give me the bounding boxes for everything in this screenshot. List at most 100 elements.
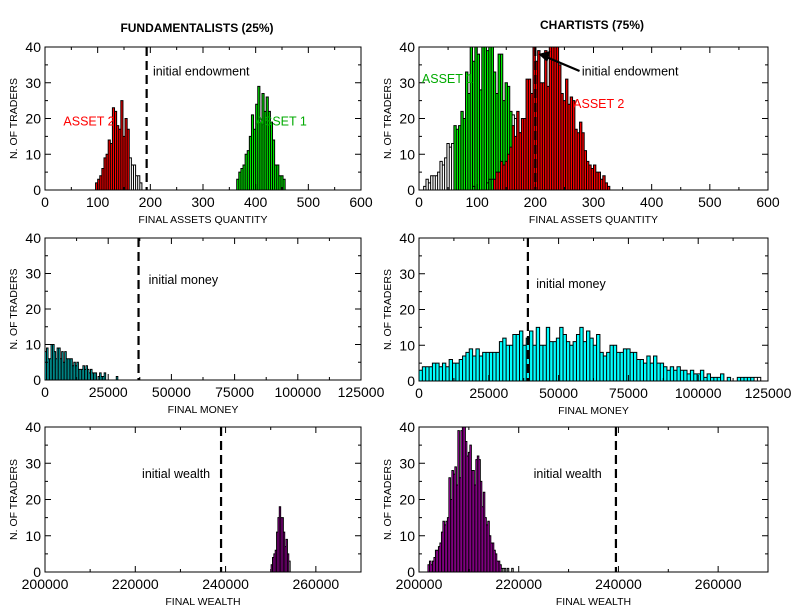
bar-fund-assets-1-102	[259, 122, 262, 190]
bar-chart-assets-0-23	[472, 61, 475, 190]
bar-fund-money-0-32	[93, 372, 96, 380]
bar-fund-wealth-0-170	[275, 550, 277, 572]
bar-chart-money-0-88	[713, 377, 718, 381]
bar-chart-wealth-0-20	[448, 477, 451, 572]
bar-chart-money-0-16	[472, 355, 476, 381]
xtick-label: 500	[698, 194, 722, 210]
bar-chart-money-0-54	[599, 352, 604, 381]
bar-chart-assets-0-30	[488, 47, 492, 190]
xtick-label: 200	[139, 194, 163, 210]
outline-fund-wealth-0	[270, 506, 291, 572]
xtick-label: 100	[86, 194, 110, 210]
bar-fund-assets-1-92	[238, 172, 241, 191]
bar-chart-assets-0-19	[463, 118, 466, 190]
bar-chart-money-0-58	[613, 345, 617, 381]
bar-chart-money-0-57	[609, 345, 614, 381]
bar-fund-money-0-26	[84, 369, 86, 380]
bar-chart-money-0-41	[556, 338, 560, 381]
annotation-label: initial money	[149, 273, 219, 287]
bar-fund-money-0-21	[76, 362, 79, 380]
bar-chart-wealth-0-16	[442, 521, 445, 572]
bar-fund-money-0-33	[95, 372, 97, 380]
bar-fund-wealth-0-177	[284, 546, 287, 573]
bar-fund-money-0-18	[72, 365, 74, 380]
bar-chart-assets-1-51	[537, 50, 540, 190]
bar-chart-money-0-45	[569, 345, 574, 381]
x-axis-label: FINAL MONEY	[168, 404, 239, 416]
bar-chart-money-0-67	[643, 363, 647, 382]
bar-chart-wealth-0-23	[453, 474, 455, 573]
bar-chart-assets-1-35	[500, 161, 503, 190]
xtick-label: 500	[297, 194, 321, 210]
bar-chart-assets-1-71	[584, 150, 587, 190]
bar-chart-assets-0-38	[507, 86, 510, 190]
bar-fund-money-0-24	[81, 369, 83, 380]
bar-chart-wealth-0-36	[472, 470, 475, 572]
bar-chart-assets-1-54	[544, 50, 547, 190]
bar-chart-wealth-0-17	[444, 524, 446, 573]
bar-fund-money-0-23	[79, 369, 82, 380]
x-axis-label: FINAL ASSETS QUANTITY	[529, 214, 658, 226]
bar-fund-money-0-14	[66, 358, 68, 380]
bar-fund-assets-0-35	[118, 129, 121, 190]
bar-chart-money-0-3	[429, 366, 433, 381]
ytick-label: 30	[399, 266, 415, 282]
bar-chart-wealth-0-42	[481, 506, 484, 572]
bar-chart-money-0-92	[727, 377, 731, 381]
series-money	[44, 344, 119, 380]
ytick-label: 0	[33, 182, 41, 198]
bar-fund-money-0-25	[82, 365, 85, 380]
series-asset-1	[423, 46, 560, 191]
bar-chart-wealth-0-52	[496, 561, 499, 573]
xtick-label: 125000	[745, 385, 792, 401]
bar-chart-assets-1-75	[593, 164, 596, 190]
bar-chart-wealth-0-38	[475, 459, 478, 573]
annotation-arrow	[545, 55, 580, 73]
bar-fund-money-0-10	[60, 358, 62, 380]
bar-chart-money-0-100	[754, 377, 757, 381]
bar-chart-wealth-0-22	[451, 470, 454, 572]
xtick-label: 200000	[22, 576, 69, 592]
bar-chart-money-0-1	[422, 366, 426, 381]
bar-chart-money-0-31	[522, 345, 527, 381]
bar-fund-wealth-0-176	[283, 532, 285, 573]
bar-chart-wealth-0-49	[492, 543, 494, 572]
bar-chart-money-0-32	[526, 338, 530, 381]
xtick-label: 220000	[112, 576, 159, 592]
bar-chart-assets-0-32	[493, 72, 496, 190]
ytick-label: 0	[33, 372, 41, 388]
bar-chart-assets-1-62	[563, 100, 566, 191]
ytick-label: 20	[25, 111, 41, 127]
bar-chart-money-0-96	[740, 377, 744, 381]
bar-fund-wealth-0-174	[280, 517, 282, 573]
bar-chart-assets-0-24	[474, 47, 478, 190]
bar-fund-assets-1-107	[270, 122, 273, 190]
plot-frame	[44, 426, 362, 573]
bar-fund-money-0-22	[78, 369, 80, 380]
bar-chart-wealth-0-32	[466, 456, 469, 572]
series-wealth	[270, 506, 291, 573]
bar-fund-money-0-38	[102, 376, 105, 380]
bar-chart-wealth-0-53	[498, 561, 500, 573]
ytick-label: 40	[25, 39, 41, 55]
xtick-label: 300	[582, 194, 606, 210]
bar-fund-assets-0-27	[101, 168, 104, 190]
bar-chart-money-0-30	[519, 330, 523, 381]
xtick-label: 0	[41, 384, 49, 400]
bar-chart-assets-1-67	[574, 129, 578, 190]
bar-fund-assets-1-106	[268, 111, 271, 190]
bar-chart-assets-1-63	[565, 79, 568, 190]
bar-chart-assets-1-34	[498, 172, 501, 191]
bar-chart-money-0-69	[650, 363, 654, 382]
bar-chart-assets-0-26	[479, 89, 482, 190]
bar-chart-assets-1-39	[509, 147, 513, 190]
bar-fund-money-0-37	[101, 376, 103, 380]
bar-fund-money-0-15	[67, 358, 70, 380]
series-label: ASSET 1	[422, 72, 473, 86]
bar-fund-money-0-6	[54, 351, 56, 380]
ytick-label: 0	[407, 373, 415, 389]
bar-chart-money-0-26	[506, 345, 510, 381]
bar-chart-wealth-0-46	[487, 521, 490, 572]
bar-fund-assets-1-96	[247, 150, 250, 190]
